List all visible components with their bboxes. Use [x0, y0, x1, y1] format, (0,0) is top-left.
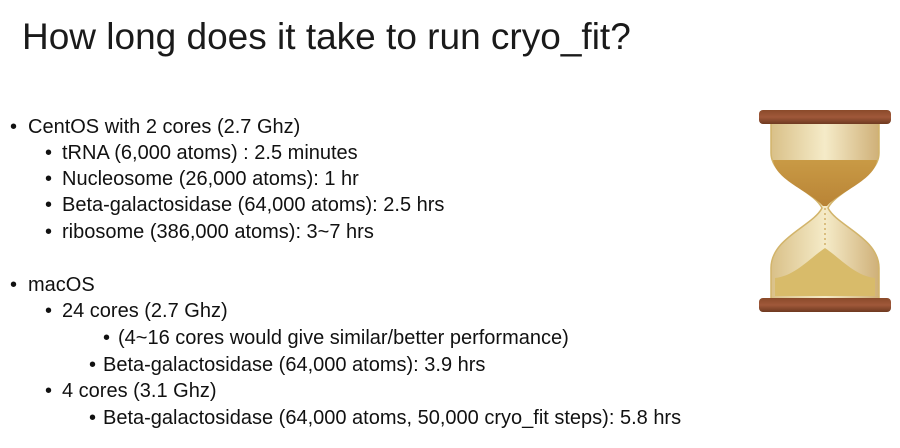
bullet-beta-gal-24-cores: Beta-galactosidase (64,000 atoms): 3.9 h… — [103, 354, 486, 376]
bullet-4-16-cores-note: (4~16 cores would give similar/better pe… — [118, 327, 569, 349]
bullet-dot: • — [10, 274, 18, 296]
bullet-dot: • — [45, 142, 53, 164]
bullet-centos: CentOS with 2 cores (2.7 Ghz) — [28, 116, 301, 138]
bullet-beta-gal-centos: Beta-galactosidase (64,000 atoms): 2.5 h… — [62, 194, 445, 216]
hourglass-icon — [759, 110, 891, 312]
bullet-dot: • — [89, 354, 97, 376]
bullet-dot: • — [10, 116, 18, 138]
bullet-trna: tRNA (6,000 atoms) : 2.5 minutes — [62, 142, 358, 164]
bullet-ribosome: ribosome (386,000 atoms): 3~7 hrs — [62, 221, 374, 243]
bullet-dot: • — [45, 221, 53, 243]
bullet-beta-gal-4-cores: Beta-galactosidase (64,000 atoms, 50,000… — [103, 407, 682, 429]
bullet-nucleosome: Nucleosome (26,000 atoms): 1 hr — [62, 168, 359, 190]
bullet-dot: • — [89, 407, 97, 429]
bullet-4-cores: 4 cores (3.1 Ghz) — [62, 380, 217, 402]
bullet-dot: • — [45, 194, 53, 216]
slide-title: How long does it take to run cryo_fit? — [22, 16, 631, 57]
bullet-dot: • — [45, 300, 53, 322]
bullet-dot: • — [103, 327, 111, 349]
bullet-macos: macOS — [28, 274, 95, 296]
bullet-dot: • — [45, 380, 53, 402]
bullet-24-cores: 24 cores (2.7 Ghz) — [62, 300, 228, 322]
bullet-dot: • — [45, 168, 53, 190]
